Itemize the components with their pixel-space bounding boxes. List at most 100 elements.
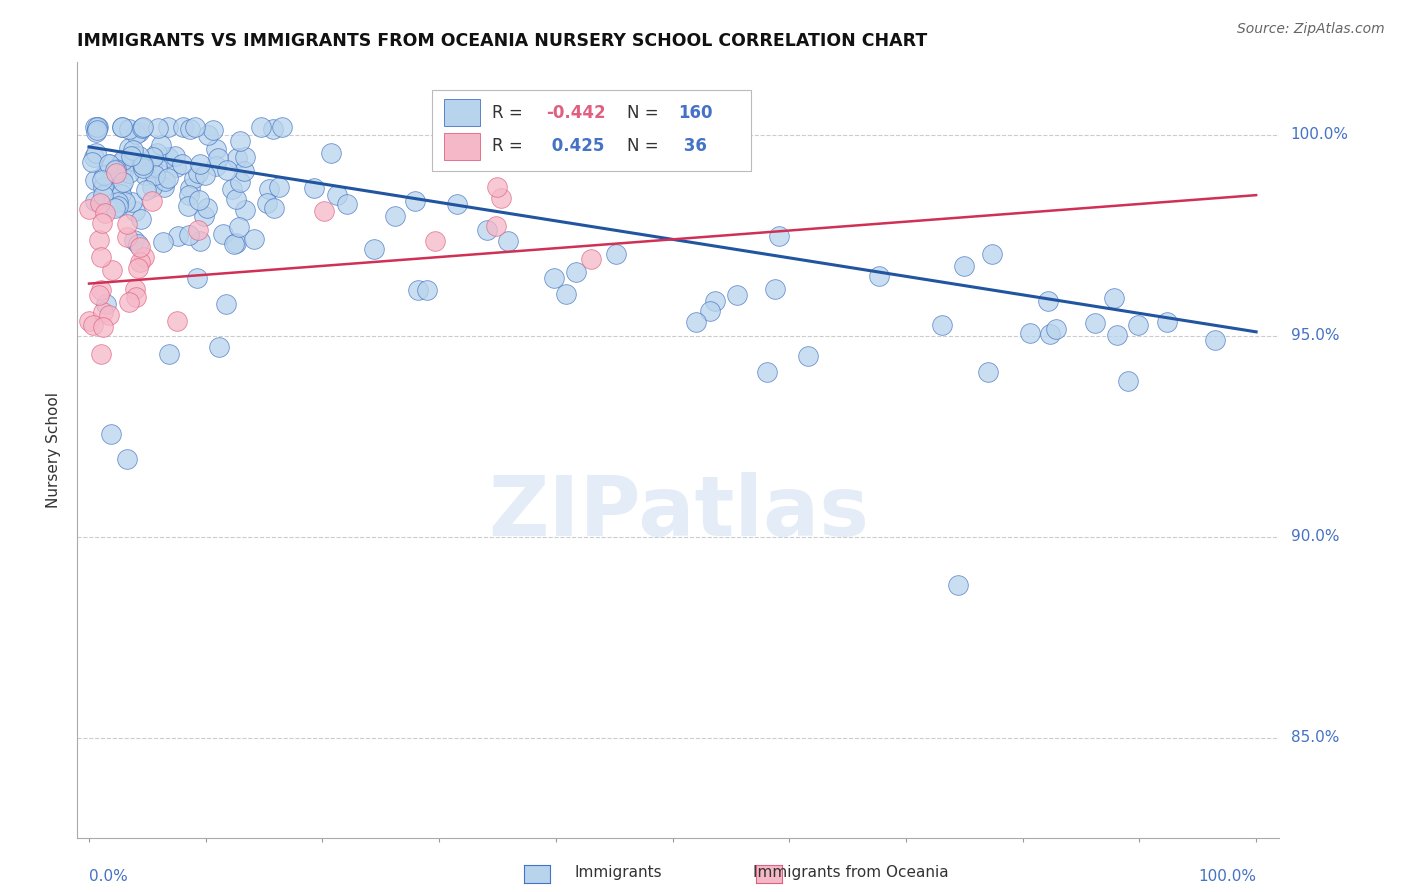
Point bbox=[257, 182, 280, 196]
Point bbox=[202, 123, 225, 137]
Point bbox=[127, 260, 149, 275]
Point bbox=[79, 314, 101, 328]
Point bbox=[229, 175, 252, 189]
Point bbox=[84, 120, 107, 134]
Point bbox=[1128, 318, 1150, 333]
Text: IMMIGRANTS VS IMMIGRANTS FROM OCEANIA NURSERY SCHOOL CORRELATION CHART: IMMIGRANTS VS IMMIGRANTS FROM OCEANIA NU… bbox=[77, 32, 928, 50]
Point bbox=[146, 145, 169, 160]
Point bbox=[489, 191, 512, 205]
Point bbox=[233, 203, 256, 218]
Point bbox=[87, 120, 110, 134]
Point bbox=[114, 194, 136, 209]
Point bbox=[134, 169, 156, 183]
Point bbox=[267, 180, 290, 194]
Point bbox=[980, 247, 1002, 261]
Point bbox=[163, 149, 186, 163]
Point bbox=[755, 365, 778, 379]
Point bbox=[93, 305, 115, 319]
Point bbox=[100, 263, 122, 277]
Point bbox=[931, 318, 953, 332]
Text: N =: N = bbox=[627, 137, 664, 155]
Point bbox=[179, 188, 201, 202]
Point bbox=[111, 153, 134, 167]
Point bbox=[105, 166, 128, 180]
Point bbox=[270, 120, 292, 134]
Text: 85.0%: 85.0% bbox=[1291, 731, 1339, 746]
Point bbox=[725, 288, 748, 302]
Point bbox=[215, 296, 238, 310]
Point bbox=[100, 426, 122, 441]
Point bbox=[127, 237, 149, 252]
Point bbox=[120, 149, 142, 163]
Point bbox=[184, 120, 207, 134]
Text: 0.425: 0.425 bbox=[546, 137, 605, 155]
Point bbox=[187, 166, 209, 180]
Point bbox=[1118, 374, 1140, 388]
Point bbox=[107, 195, 129, 210]
Point bbox=[91, 172, 114, 186]
Point bbox=[187, 223, 209, 237]
Point bbox=[90, 284, 112, 298]
Text: 36: 36 bbox=[679, 137, 707, 155]
Point bbox=[229, 134, 252, 148]
Point bbox=[212, 227, 235, 241]
Point bbox=[496, 234, 519, 248]
Point bbox=[93, 180, 115, 194]
Point bbox=[152, 235, 174, 249]
Point bbox=[125, 289, 148, 303]
Point bbox=[193, 209, 215, 223]
Point bbox=[1039, 327, 1062, 342]
Point bbox=[166, 314, 188, 328]
Point bbox=[93, 169, 115, 183]
Point bbox=[205, 159, 228, 173]
Point bbox=[1204, 333, 1226, 347]
Point bbox=[131, 212, 153, 227]
Point bbox=[135, 183, 157, 197]
Text: Immigrants from Oceania: Immigrants from Oceania bbox=[752, 865, 949, 880]
Point bbox=[131, 121, 153, 136]
Point bbox=[188, 234, 211, 248]
Point bbox=[98, 308, 121, 322]
Point bbox=[605, 247, 627, 261]
Point bbox=[94, 206, 117, 220]
Point bbox=[82, 318, 104, 332]
Point bbox=[165, 161, 187, 175]
Point bbox=[699, 303, 721, 318]
Point bbox=[167, 229, 190, 244]
Point bbox=[263, 201, 285, 215]
Point bbox=[406, 284, 429, 298]
Point bbox=[104, 201, 127, 215]
Point bbox=[84, 125, 107, 139]
Point bbox=[555, 287, 578, 301]
Point bbox=[186, 270, 208, 285]
Point bbox=[304, 181, 326, 195]
Point bbox=[363, 243, 385, 257]
Point bbox=[225, 151, 247, 165]
Point bbox=[952, 260, 974, 274]
Point bbox=[485, 219, 508, 233]
Bar bbox=[444, 99, 479, 127]
Point bbox=[118, 294, 141, 309]
Point bbox=[91, 216, 114, 230]
Point bbox=[416, 283, 439, 297]
Point bbox=[118, 166, 141, 180]
Point bbox=[94, 297, 117, 311]
Point bbox=[87, 288, 110, 302]
Point bbox=[1019, 326, 1042, 340]
Point bbox=[111, 175, 134, 189]
Point bbox=[86, 120, 108, 134]
Point bbox=[768, 229, 790, 244]
Point bbox=[122, 154, 145, 169]
Point bbox=[423, 234, 446, 248]
Text: 90.0%: 90.0% bbox=[1291, 530, 1339, 544]
Point bbox=[132, 250, 155, 264]
Point bbox=[103, 163, 125, 178]
Point bbox=[132, 161, 155, 175]
Point bbox=[1105, 327, 1128, 342]
Point bbox=[207, 151, 229, 165]
Point bbox=[188, 194, 211, 208]
Point bbox=[110, 156, 132, 170]
Point bbox=[188, 157, 211, 171]
Point bbox=[205, 141, 228, 155]
Point bbox=[110, 187, 132, 202]
